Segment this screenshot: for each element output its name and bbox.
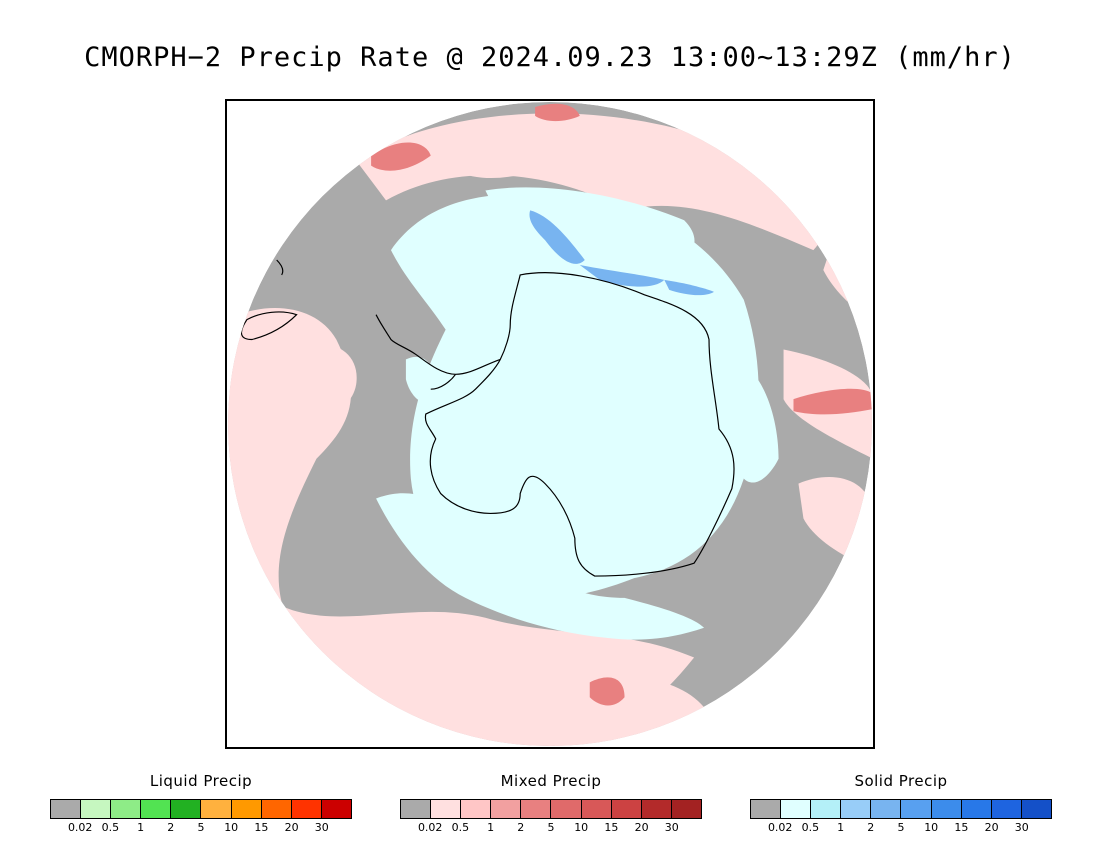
legend-swatch-mixed-7: [611, 800, 642, 818]
legend-tick-liquid-0: 0.02: [67, 821, 93, 834]
legend-swatch-solid-7: [961, 800, 992, 818]
legend-tick-mixed-6: 15: [604, 821, 619, 834]
legend-tick-liquid-1: 0.5: [101, 821, 120, 834]
legend-swatch-liquid-0: [51, 800, 82, 818]
legend-tick-liquid-6: 15: [254, 821, 269, 834]
legend-tick-mixed-0: 0.02: [417, 821, 443, 834]
antarctic-peninsula-coastline: [375, 314, 501, 390]
legend-swatch-mixed-8: [641, 800, 672, 818]
legend-tick-liquid-2: 1: [137, 821, 145, 834]
legend-tick-solid-7: 20: [984, 821, 999, 834]
legend-swatch-liquid-4: [171, 800, 202, 818]
legend-swatches-solid: [750, 799, 1052, 819]
legend-tick-solid-3: 2: [867, 821, 875, 834]
precip-map: [227, 101, 873, 747]
legend-swatch-mixed-9: [671, 800, 701, 818]
legend-swatch-liquid-3: [141, 800, 172, 818]
legend-swatch-solid-2: [811, 800, 842, 818]
legend-title-mixed: Mixed Precip: [500, 772, 602, 790]
legend-swatch-liquid-8: [291, 800, 322, 818]
legend-tick-solid-2: 1: [837, 821, 845, 834]
legend-swatch-liquid-5: [201, 800, 232, 818]
legend-liquid: Liquid Precip 0.02 0.5 1 2 5 10 15 20 30: [50, 772, 352, 835]
legend-swatch-solid-5: [901, 800, 932, 818]
legend-ticks-solid: 0.02 0.5 1 2 5 10 15 20 30: [750, 821, 1052, 835]
legend-swatch-solid-1: [781, 800, 812, 818]
legend-tick-solid-6: 15: [954, 821, 969, 834]
legend-title-solid: Solid Precip: [854, 772, 948, 790]
legend-swatch-liquid-1: [81, 800, 112, 818]
legend-swatch-liquid-6: [231, 800, 262, 818]
mixed-precip-heavy: [371, 103, 873, 706]
legend-tick-liquid-7: 20: [284, 821, 299, 834]
legend-tick-solid-4: 5: [897, 821, 905, 834]
legend-mixed: Mixed Precip 0.02 0.5 1 2 5 10 15 20 30: [400, 772, 702, 835]
legend-tick-mixed-3: 2: [517, 821, 525, 834]
legend-swatch-mixed-3: [491, 800, 522, 818]
legend-swatch-mixed-1: [431, 800, 462, 818]
legend-tick-mixed-5: 10: [574, 821, 589, 834]
legend-swatch-mixed-5: [551, 800, 582, 818]
legend-swatch-liquid-7: [261, 800, 292, 818]
legend-ticks-mixed: 0.02 0.5 1 2 5 10 15 20 30: [400, 821, 702, 835]
legend-tick-mixed-8: 30: [664, 821, 679, 834]
legend-swatch-liquid-2: [111, 800, 142, 818]
legend-tick-mixed-2: 1: [487, 821, 495, 834]
legend-solid: Solid Precip 0.02 0.5 1 2 5 10 15 20 30: [750, 772, 1052, 835]
legend-tick-solid-1: 0.5: [801, 821, 820, 834]
legend-tick-mixed-7: 20: [634, 821, 649, 834]
map-panel: [225, 99, 875, 749]
legend-tick-liquid-3: 2: [167, 821, 175, 834]
legend-swatches-liquid: [50, 799, 352, 819]
legend-ticks-liquid: 0.02 0.5 1 2 5 10 15 20 30: [50, 821, 352, 835]
legend-swatch-solid-4: [871, 800, 902, 818]
legend-title-liquid: Liquid Precip: [149, 772, 253, 790]
legend-tick-liquid-8: 30: [314, 821, 329, 834]
legend-swatch-mixed-2: [461, 800, 492, 818]
legend-swatches-mixed: [400, 799, 702, 819]
legend-swatch-solid-6: [931, 800, 962, 818]
south-america-coastline: [240, 259, 298, 341]
legend-swatch-mixed-4: [521, 800, 552, 818]
legend-swatch-mixed-6: [581, 800, 612, 818]
legend-tick-liquid-4: 5: [197, 821, 205, 834]
legend-swatch-solid-0: [751, 800, 782, 818]
legend-swatch-solid-9: [1021, 800, 1051, 818]
legend-swatch-liquid-9: [321, 800, 351, 818]
legend-tick-liquid-5: 10: [224, 821, 239, 834]
solid-precip-regions: [376, 187, 779, 640]
legend-tick-solid-0: 0.02: [767, 821, 793, 834]
legend-tick-solid-8: 30: [1014, 821, 1029, 834]
legend-tick-mixed-1: 0.5: [451, 821, 470, 834]
legend-swatch-solid-3: [841, 800, 872, 818]
legend-tick-mixed-4: 5: [547, 821, 555, 834]
map-title: CMORPH−2 Precip Rate @ 2024.09.23 13:00~…: [84, 42, 1016, 73]
legend-swatch-solid-8: [991, 800, 1022, 818]
legend-tick-solid-5: 10: [924, 821, 939, 834]
legend-swatch-mixed-0: [401, 800, 432, 818]
solid-precip-heavy: [529, 210, 714, 296]
antarctica-coastline: [424, 272, 735, 577]
